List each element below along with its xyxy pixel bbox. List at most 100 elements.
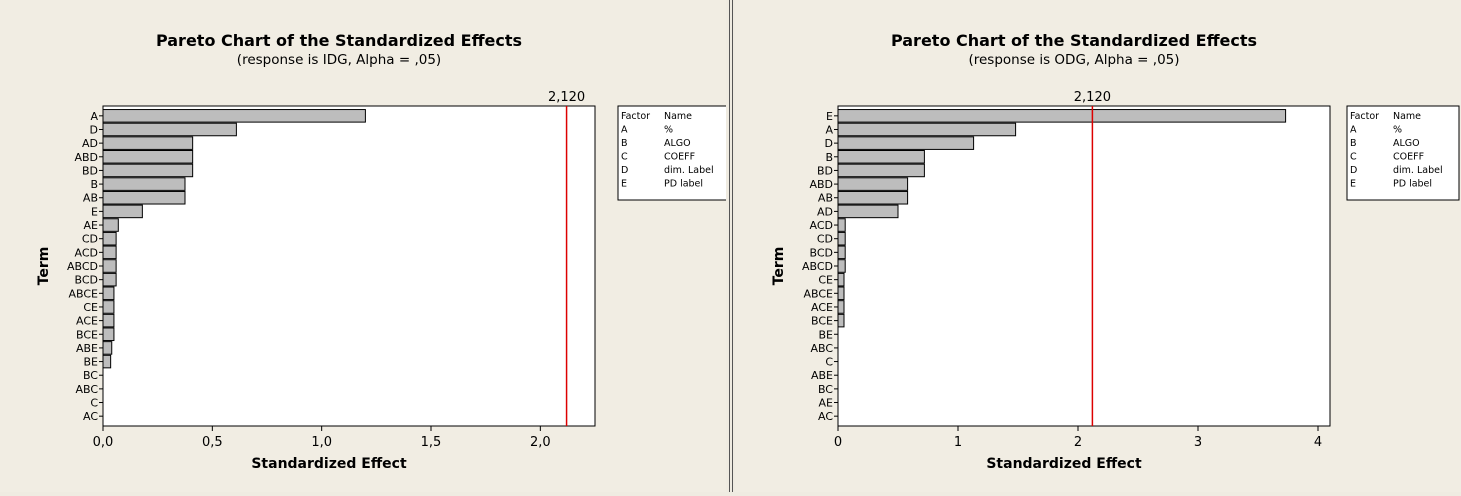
legend-name: COEFF [1393, 152, 1424, 163]
effect-bar [837, 272, 845, 287]
y-tick-label: CD [82, 233, 98, 246]
legend-name: dim. Label [664, 165, 714, 176]
legend-factor: D [621, 165, 628, 176]
y-tick-label: ABC [75, 383, 98, 396]
y-tick-label: A [90, 110, 98, 123]
legend-name: COEFF [664, 152, 695, 163]
effect-bar [837, 231, 846, 246]
y-tick-label: BE [84, 356, 99, 369]
legend-header-factor: Factor [1350, 111, 1379, 122]
y-tick-label: ABE [811, 369, 833, 382]
y-tick-label: E [826, 110, 833, 123]
effect-bar [837, 286, 845, 301]
y-axis-label: Term [36, 247, 52, 286]
panel-divider [732, 0, 733, 492]
y-tick-label: AE [819, 397, 834, 410]
effect-bar [102, 190, 186, 205]
x-tick-label: 0,0 [93, 435, 114, 450]
y-tick-label: AB [83, 192, 98, 205]
y-tick-label: ABCD [67, 260, 98, 273]
legend-factor: A [1350, 125, 1357, 136]
y-tick-label: C [825, 356, 833, 369]
legend-factor: E [1350, 179, 1356, 190]
legend-factor: B [1350, 138, 1357, 149]
y-tick-label: CE [83, 301, 98, 314]
legend-header-factor: Factor [621, 111, 650, 122]
y-tick-label: ACD [810, 219, 833, 232]
legend-name: PD label [664, 179, 703, 190]
y-tick-label: BCE [76, 328, 98, 341]
y-tick-label: C [90, 397, 98, 410]
effect-bar [837, 136, 975, 150]
y-tick-label: AD [82, 137, 98, 150]
effect-bar [102, 204, 143, 219]
y-tick-label: CE [818, 274, 833, 287]
pareto-chart-odg: Pareto Chart of the Standardized Effects… [771, 31, 1460, 472]
y-tick-label: AE [84, 219, 99, 232]
legend-factor: E [621, 179, 627, 190]
effect-bar [837, 150, 925, 164]
y-tick-label: BC [83, 369, 98, 382]
chart-subtitle: (response is IDG, Alpha = ,05) [237, 52, 441, 68]
x-tick-label: 2,0 [530, 435, 551, 450]
y-tick-label: BD [817, 164, 833, 177]
reference-line-label: 2,120 [1074, 90, 1111, 105]
effect-bar [837, 204, 899, 219]
effect-bar [102, 109, 366, 123]
legend-name: ALGO [1393, 138, 1420, 149]
reference-line-label: 2,120 [548, 90, 585, 105]
y-tick-label: BCD [74, 274, 98, 287]
effect-bar [837, 109, 1287, 123]
legend-name: % [1393, 125, 1402, 136]
y-tick-label: ABCD [802, 260, 833, 273]
y-tick-label: AD [817, 205, 833, 218]
y-tick-label: A [825, 123, 833, 136]
effect-bar [102, 136, 194, 150]
effect-bar [837, 259, 846, 273]
y-tick-label: ABC [810, 342, 833, 355]
legend-header-name: Name [1393, 111, 1421, 122]
legend-factor: D [1350, 165, 1357, 176]
legend-factor: C [1350, 152, 1357, 163]
effect-bar [102, 122, 237, 137]
effect-bar [837, 177, 909, 191]
effect-bar [102, 286, 115, 301]
effect-bar [102, 327, 115, 342]
y-axis-label: Term [771, 247, 787, 286]
legend-factor: C [621, 152, 628, 163]
legend-name: dim. Label [1393, 165, 1443, 176]
effect-bar [102, 313, 115, 328]
x-tick-label: 1 [954, 435, 962, 450]
legend-name: ALGO [664, 138, 691, 149]
x-tick-label: 3 [1194, 435, 1202, 450]
y-tick-label: AC [818, 410, 833, 423]
pareto-chart-idg: Pareto Chart of the Standardized Effects… [36, 31, 729, 472]
y-tick-label: BE [819, 328, 834, 341]
y-tick-label: ABE [76, 342, 98, 355]
legend-name: % [664, 125, 673, 136]
pareto-panel-idg: Pareto Chart of the Standardized Effects… [0, 0, 729, 492]
x-axis-label: Standardized Effect [986, 456, 1142, 472]
y-tick-label: ACD [75, 246, 98, 259]
y-tick-label: D [825, 137, 833, 150]
y-tick-label: AC [83, 410, 98, 423]
effect-bar [837, 245, 846, 260]
legend-factor: B [621, 138, 628, 149]
effect-bar [837, 122, 1017, 137]
legend-box [1346, 105, 1460, 201]
chart-subtitle: (response is ODG, Alpha = ,05) [968, 52, 1179, 68]
pareto-panel-odg: Pareto Chart of the Standardized Effects… [735, 0, 1461, 492]
y-tick-label: B [825, 151, 833, 164]
effect-bar [102, 341, 113, 355]
y-tick-label: ABCE [68, 287, 98, 300]
effect-bar [102, 259, 117, 273]
effect-bar [102, 354, 112, 369]
effect-bar [837, 218, 846, 232]
y-tick-label: ABD [809, 178, 833, 191]
effect-bar [837, 313, 845, 328]
y-tick-label: BD [82, 164, 98, 177]
y-tick-label: CD [817, 233, 833, 246]
effect-bar [102, 272, 117, 287]
y-tick-label: B [90, 178, 98, 191]
